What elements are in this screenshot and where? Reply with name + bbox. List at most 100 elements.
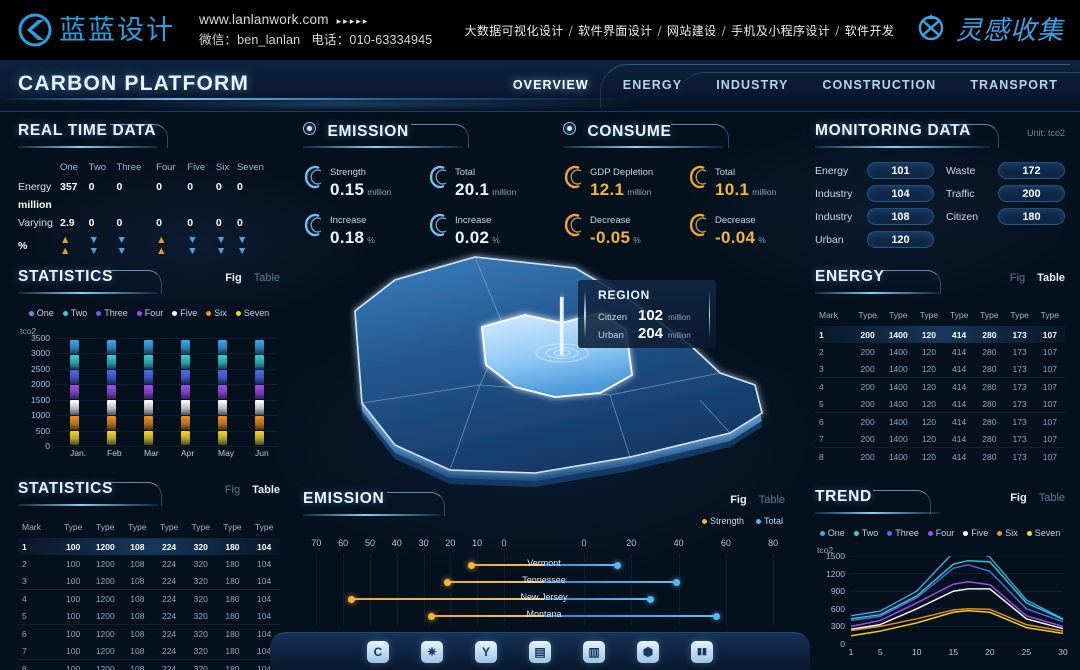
- bar-column[interactable]: [144, 339, 153, 446]
- bar-column[interactable]: [181, 339, 190, 446]
- legend-item[interactable]: Four: [136, 308, 163, 318]
- legend-item[interactable]: Four: [927, 528, 954, 538]
- toggle-fig[interactable]: Fig: [1009, 272, 1026, 284]
- column-header: Type: [980, 310, 999, 320]
- tornado-row[interactable]: New Jersey: [303, 590, 785, 607]
- hex-icon[interactable]: ⬢: [637, 640, 659, 663]
- category-label: Vermont: [527, 558, 561, 568]
- target-icon[interactable]: Y: [475, 640, 497, 663]
- bar-column[interactable]: [255, 339, 264, 446]
- table-row[interactable]: 4 200 1400 120 414 280 173 107: [815, 378, 1065, 396]
- region-map[interactable]: REGION Citizen 102 million Urban 204 mil…: [300, 235, 800, 495]
- column-header: Type: [96, 522, 115, 532]
- cell: 104: [248, 607, 280, 625]
- toggle-fig[interactable]: Fig: [730, 494, 747, 506]
- table-row[interactable]: 6 100 1200 108 224 320 180 104: [18, 625, 280, 643]
- toggle-table[interactable]: Table: [252, 484, 280, 496]
- cell: 224: [161, 558, 177, 569]
- axis-tick: 40: [391, 538, 402, 548]
- table-row[interactable]: 7 200 1400 120 414 280 173 107: [815, 430, 1065, 448]
- energy-data-table[interactable]: Mark Type Type Type Type Type Type Type 1 200 1400…: [815, 307, 1065, 465]
- table-row[interactable]: 3 100 1200 108 224 320 180 104: [18, 572, 280, 590]
- legend-item[interactable]: One: [28, 308, 54, 318]
- grid-apps-icon[interactable]: ▮▮: [691, 640, 713, 663]
- table-row[interactable]: 6 200 1400 120 414 280 173 107: [815, 413, 1065, 431]
- kpi-unit: %: [633, 235, 641, 245]
- y-tick: 2500: [31, 363, 50, 374]
- legend-item[interactable]: Two: [853, 528, 878, 538]
- cell: 107: [1034, 395, 1065, 413]
- tornado-row[interactable]: Montana: [303, 607, 785, 624]
- legend-item[interactable]: Three: [887, 528, 919, 538]
- toggle-table[interactable]: Table: [758, 494, 785, 506]
- cell: 173: [1012, 416, 1027, 427]
- legend-item[interactable]: Six: [997, 528, 1018, 538]
- toggle-fig[interactable]: Fig: [224, 484, 241, 496]
- table-row[interactable]: 8 100 1200 108 224 320 180 104: [18, 660, 280, 670]
- legend-item[interactable]: Five: [172, 308, 197, 318]
- toggle-fig[interactable]: Fig: [225, 272, 242, 284]
- gridlines: [303, 554, 785, 626]
- cell: 224: [153, 572, 185, 590]
- column-header: Mark: [22, 522, 41, 532]
- gridline: [316, 554, 318, 626]
- table-row[interactable]: 7 100 1200 108 224 320 180 104: [18, 642, 280, 660]
- nav-item-industry[interactable]: INDUSTRY: [716, 78, 789, 92]
- legend-item[interactable]: Two: [62, 308, 87, 318]
- trend-line-three: [850, 564, 1064, 623]
- x-tick: Jan.: [70, 448, 87, 458]
- table-row[interactable]: 2 200 1400 120 414 280 173 107: [815, 343, 1065, 360]
- factory-icon[interactable]: ▥: [583, 640, 605, 663]
- axis-tick: 50: [364, 538, 376, 548]
- cell: 1200: [89, 572, 122, 590]
- legend-item[interactable]: Three: [96, 308, 128, 318]
- cell: 107: [1042, 346, 1057, 357]
- cell: 100: [66, 593, 81, 604]
- legend-item[interactable]: Six: [206, 308, 227, 318]
- toggle-table[interactable]: Table: [1038, 492, 1065, 504]
- legend-item[interactable]: Seven: [1026, 528, 1060, 538]
- toggle-table[interactable]: Table: [253, 272, 280, 284]
- legend-item[interactable]: Five: [963, 528, 988, 538]
- statistics-data-table[interactable]: Mark Type Type Type Type Type Type Type 1 100 1200…: [18, 519, 280, 670]
- bar-segment: [181, 354, 190, 370]
- kpi-item: Total 20.1 million: [428, 162, 553, 200]
- statistics-table-panel: STATISTICS Fig Table Mark Type Type Type Typ…: [18, 480, 280, 670]
- services-list: 大数据可视化设计 / 软件界面设计 / 网站建设 / 手机及小程序设计 / 软件开发: [464, 23, 895, 38]
- bar-segment: [181, 430, 190, 445]
- bar-column[interactable]: [218, 339, 227, 446]
- table-row[interactable]: 2 100 1200 108 224 320 180 104: [18, 555, 280, 572]
- tornado-row[interactable]: Vermont: [303, 556, 785, 573]
- column-header: Type: [63, 522, 83, 532]
- axis-tick: 30: [418, 538, 429, 548]
- category-label: New Jersey: [520, 592, 568, 602]
- legend-item[interactable]: One: [819, 528, 845, 538]
- nav-item-overview[interactable]: OVERVIEW: [512, 78, 589, 92]
- monitoring-row: Urban 120: [815, 231, 934, 248]
- bar-column[interactable]: [70, 339, 79, 446]
- nav-item-energy[interactable]: ENERGY: [622, 78, 683, 92]
- category-label: Montana: [526, 609, 562, 619]
- legend-item[interactable]: Seven: [235, 308, 269, 318]
- axis-tick: 10: [472, 538, 483, 548]
- table-row[interactable]: 4 100 1200 108 224 320 180 104: [18, 590, 280, 608]
- compass-icon[interactable]: C: [367, 640, 389, 663]
- table-row[interactable]: 1 200 1400 120 414 280 173 107: [815, 326, 1065, 343]
- toggle-fig[interactable]: Fig: [1010, 492, 1027, 504]
- y-axis-unit: tco2: [20, 326, 37, 336]
- report-icon[interactable]: ▤: [529, 640, 551, 663]
- toggle-table[interactable]: Table: [1037, 272, 1065, 284]
- table-row[interactable]: 5 100 1200 108 224 320 180 104: [18, 607, 280, 625]
- table-row[interactable]: 5 200 1400 120 414 280 173 107: [815, 395, 1065, 413]
- table-row[interactable]: 3 200 1400 120 414 280 173 107: [815, 360, 1065, 378]
- nav-item-transport[interactable]: TRANSPORT: [970, 78, 1058, 92]
- bar-column[interactable]: [107, 339, 116, 446]
- tornado-rows: Vermont Tennessee New Jersey Montana: [303, 556, 785, 624]
- nav-item-construction[interactable]: CONSTRUCTION: [822, 78, 937, 92]
- table-row[interactable]: 8 200 1400 120 414 280 173 107: [815, 448, 1065, 466]
- bar-segment: [107, 430, 116, 445]
- table-row[interactable]: 1 100 1200 108 224 320 180 104: [18, 538, 280, 555]
- tooltip-title: REGION: [598, 288, 651, 302]
- settings-gear-icon[interactable]: ✷: [421, 640, 443, 663]
- tornado-row[interactable]: Tennessee: [303, 573, 785, 590]
